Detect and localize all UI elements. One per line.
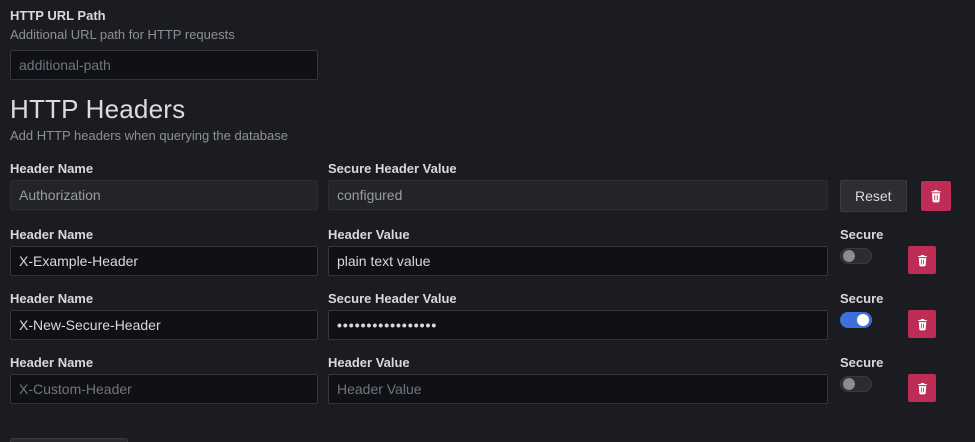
toggle-knob: [857, 314, 869, 326]
header-value-label: Header Value: [328, 227, 410, 242]
secure-toggle[interactable]: [840, 376, 872, 392]
http-headers-title: HTTP Headers: [10, 94, 186, 124]
header-row-x-custom: Header Name Header Value Secure: [10, 354, 965, 404]
add-header-button[interactable]: Add Header: [10, 438, 128, 442]
secure-toggle-label: Secure: [840, 355, 884, 370]
header-row-x-example: Header Name Header Value Secure: [10, 226, 965, 276]
secure-toggle-label: Secure: [840, 227, 884, 242]
header-name-input[interactable]: [10, 374, 318, 404]
header-name-input[interactable]: [10, 310, 318, 340]
toggle-knob: [843, 250, 855, 262]
header-name-label: Header Name: [10, 161, 94, 176]
trash-icon: [916, 382, 929, 395]
trash-icon: [916, 254, 929, 267]
secure-header-value-input: [328, 180, 828, 210]
secure-toggle[interactable]: [840, 312, 872, 328]
trash-icon: [916, 318, 929, 331]
secure-toggle-label: Secure: [840, 291, 884, 306]
header-name-input[interactable]: [10, 246, 318, 276]
http-headers-description: Add HTTP headers when querying the datab…: [10, 128, 288, 143]
delete-header-button[interactable]: [908, 246, 936, 274]
toggle-knob: [843, 378, 855, 390]
http-url-path-input[interactable]: [10, 50, 318, 80]
http-url-path-field: HTTP URL Path Additional URL path for HT…: [10, 7, 965, 80]
http-url-path-label: HTTP URL Path: [10, 8, 106, 23]
reset-button[interactable]: Reset: [840, 180, 907, 212]
header-value-input[interactable]: [328, 374, 828, 404]
http-url-path-description: Additional URL path for HTTP requests: [10, 27, 235, 42]
header-name-label: Header Name: [10, 355, 94, 370]
header-name-input: [10, 180, 318, 210]
delete-header-button[interactable]: [908, 310, 936, 338]
trash-icon: [929, 189, 943, 203]
secure-toggle[interactable]: [840, 248, 872, 264]
delete-header-button[interactable]: [908, 374, 936, 402]
header-row-authorization: Header Name Secure Header Value Reset: [10, 160, 965, 212]
secure-header-value-label: Secure Header Value: [328, 291, 457, 306]
header-value-label: Header Value: [328, 355, 410, 370]
secure-header-value-label: Secure Header Value: [328, 161, 457, 176]
header-name-label: Header Name: [10, 227, 94, 242]
secure-header-value-input[interactable]: [328, 310, 828, 340]
delete-header-button[interactable]: [920, 181, 951, 211]
header-name-label: Header Name: [10, 291, 94, 306]
header-value-input[interactable]: [328, 246, 828, 276]
header-row-x-new-secure: Header Name Secure Header Value Secure: [10, 290, 965, 340]
